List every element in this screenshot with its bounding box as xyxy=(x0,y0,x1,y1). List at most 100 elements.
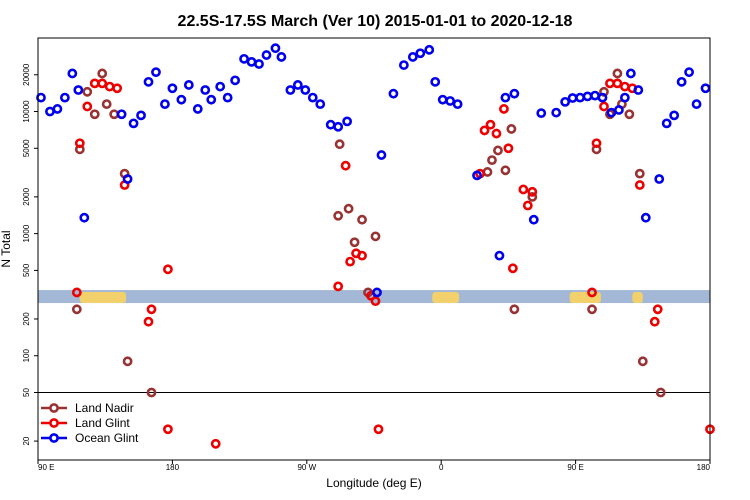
data-point xyxy=(192,104,203,114)
data-point xyxy=(333,210,344,221)
data-point xyxy=(373,424,384,435)
data-point xyxy=(342,116,353,127)
data-point xyxy=(183,80,194,90)
data-point xyxy=(176,94,187,105)
legend-marker xyxy=(49,433,59,443)
data-point xyxy=(536,108,547,119)
series-land-nadir xyxy=(71,68,666,398)
data-point xyxy=(491,128,502,139)
data-point xyxy=(684,67,694,78)
data-point xyxy=(79,212,90,223)
data-point xyxy=(479,125,490,136)
data-point xyxy=(612,78,623,89)
data-point xyxy=(652,304,663,315)
data-point xyxy=(116,109,127,120)
data-point xyxy=(261,50,272,60)
data-point xyxy=(661,118,672,129)
data-point xyxy=(276,52,287,62)
data-point xyxy=(73,85,84,95)
data-point xyxy=(36,92,46,103)
y-tick-label: 1000 xyxy=(22,224,31,242)
y-tick-label: 100 xyxy=(22,349,31,363)
data-point xyxy=(143,76,154,87)
series-ocean-glint xyxy=(36,43,711,298)
data-point xyxy=(624,109,635,120)
data-point xyxy=(398,60,409,70)
x-axis-label: Longitude (deg E) xyxy=(326,476,421,490)
data-point xyxy=(669,110,680,121)
data-point xyxy=(307,92,318,103)
data-point xyxy=(527,186,538,197)
data-point xyxy=(445,96,456,106)
data-point xyxy=(167,83,178,94)
data-point xyxy=(230,75,241,86)
x-tick-label: 90 E xyxy=(38,463,54,472)
data-point xyxy=(430,76,441,87)
data-point xyxy=(522,200,533,211)
data-point xyxy=(146,387,157,398)
data-point xyxy=(143,316,154,327)
y-tick-label: 50 xyxy=(22,387,31,396)
axes: 20 50 100 200 500 1000 2000 5000 10000 20000 90 E 1… xyxy=(22,63,711,472)
data-point xyxy=(334,139,345,150)
data-point xyxy=(700,83,711,94)
data-point xyxy=(71,304,82,315)
data-point xyxy=(614,105,624,115)
data-point xyxy=(71,287,82,298)
data-point xyxy=(452,99,463,110)
data-point xyxy=(619,92,630,103)
data-point xyxy=(270,43,281,54)
data-point xyxy=(407,52,418,62)
data-point xyxy=(591,138,602,149)
data-point xyxy=(254,59,264,69)
data-point xyxy=(333,121,344,132)
data-point xyxy=(112,83,123,94)
data-point xyxy=(146,304,157,315)
band-land-segment xyxy=(632,292,643,304)
data-point xyxy=(59,92,70,103)
data-point xyxy=(74,138,85,149)
data-point xyxy=(637,356,648,367)
data-point xyxy=(136,110,146,121)
x-tick-label: 90 W xyxy=(297,463,316,472)
data-point xyxy=(52,104,63,114)
legend-label: Ocean Glint xyxy=(75,431,139,445)
y-tick-label: 200 xyxy=(22,312,31,326)
data-point xyxy=(500,165,511,176)
data-point xyxy=(527,191,538,202)
data-point xyxy=(151,67,161,78)
data-point xyxy=(633,85,644,95)
data-point xyxy=(494,250,505,261)
data-point xyxy=(509,88,520,99)
land-ocean-band xyxy=(38,290,710,304)
y-tick-label: 2000 xyxy=(22,187,31,205)
data-point xyxy=(160,99,170,110)
data-point xyxy=(370,296,381,307)
data-point xyxy=(507,263,518,274)
data-point xyxy=(472,170,482,181)
legend-marker xyxy=(49,403,59,413)
data-point xyxy=(206,94,217,105)
data-point xyxy=(97,78,108,89)
legend-item: Land Nadir xyxy=(41,401,134,415)
data-point xyxy=(67,68,78,79)
data-point xyxy=(528,214,539,225)
data-point xyxy=(587,304,597,315)
data-point xyxy=(506,124,517,134)
y-axis-label: N Total xyxy=(0,230,13,267)
data-point xyxy=(357,250,367,261)
data-point xyxy=(634,180,645,190)
legend-label: Land Nadir xyxy=(75,401,134,415)
data-point xyxy=(487,155,497,166)
data-point xyxy=(376,150,387,160)
data-point xyxy=(551,107,562,118)
data-point xyxy=(640,212,651,223)
legend-item: Land Glint xyxy=(41,416,130,430)
band-land-segment xyxy=(432,292,460,304)
data-point xyxy=(345,256,356,267)
data-point xyxy=(599,101,609,112)
data-point xyxy=(97,68,108,79)
data-point xyxy=(163,264,173,275)
data-point xyxy=(340,160,351,171)
